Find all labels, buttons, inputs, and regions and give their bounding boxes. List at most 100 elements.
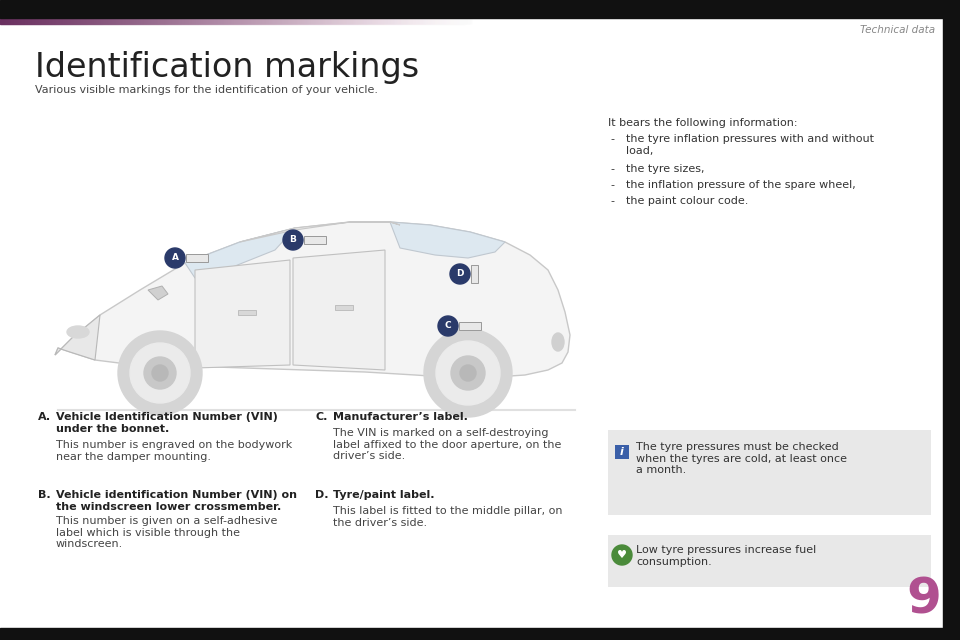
Text: the inflation pressure of the spare wheel,: the inflation pressure of the spare whee… xyxy=(626,180,855,190)
Bar xyxy=(0,18,1,24)
Bar xyxy=(21,18,22,24)
Bar xyxy=(138,18,139,24)
Bar xyxy=(187,18,188,24)
Bar xyxy=(254,18,255,24)
Bar xyxy=(173,18,174,24)
Bar xyxy=(170,18,171,24)
Bar xyxy=(315,18,316,24)
Bar xyxy=(28,18,29,24)
Bar xyxy=(258,18,259,24)
Bar xyxy=(96,18,97,24)
Bar xyxy=(161,18,162,24)
Bar xyxy=(7,18,8,24)
Bar xyxy=(414,18,415,24)
Bar xyxy=(31,18,32,24)
Bar xyxy=(203,18,204,24)
Bar xyxy=(17,18,18,24)
Bar xyxy=(4,18,5,24)
Bar xyxy=(230,18,231,24)
Bar xyxy=(128,18,129,24)
Bar xyxy=(390,18,391,24)
Bar xyxy=(282,18,283,24)
Bar xyxy=(105,18,106,24)
Bar xyxy=(106,18,107,24)
Text: Vehicle Identification Number (VIN)
under the bonnet.: Vehicle Identification Number (VIN) unde… xyxy=(56,412,277,434)
Bar xyxy=(467,18,468,24)
Bar xyxy=(368,18,369,24)
Bar xyxy=(43,18,44,24)
Bar xyxy=(444,18,445,24)
Bar xyxy=(270,18,271,24)
Bar xyxy=(66,18,67,24)
Bar xyxy=(104,18,105,24)
Bar xyxy=(248,18,249,24)
Bar xyxy=(95,18,96,24)
Bar xyxy=(461,18,462,24)
Bar xyxy=(166,18,167,24)
Bar xyxy=(178,18,179,24)
Bar xyxy=(50,18,51,24)
Bar xyxy=(56,18,57,24)
Bar xyxy=(57,18,58,24)
Bar xyxy=(205,18,206,24)
Polygon shape xyxy=(148,286,168,300)
Bar xyxy=(48,18,49,24)
Text: The VIN is marked on a self-destroying
label affixed to the door aperture, on th: The VIN is marked on a self-destroying l… xyxy=(333,428,562,461)
Bar xyxy=(462,18,463,24)
Bar xyxy=(242,18,243,24)
Bar xyxy=(344,18,345,24)
Bar xyxy=(40,18,41,24)
Bar xyxy=(150,18,151,24)
Bar xyxy=(62,18,63,24)
Bar xyxy=(318,18,319,24)
Bar xyxy=(314,18,315,24)
Text: Low tyre pressures increase fuel
consumption.: Low tyre pressures increase fuel consump… xyxy=(636,545,816,566)
Bar xyxy=(266,18,267,24)
Bar xyxy=(395,18,396,24)
Bar xyxy=(186,18,187,24)
Text: 9: 9 xyxy=(906,576,942,624)
Bar xyxy=(339,18,340,24)
Bar xyxy=(30,18,31,24)
Bar xyxy=(388,18,389,24)
Bar xyxy=(246,18,247,24)
Bar xyxy=(216,18,217,24)
Bar xyxy=(333,18,334,24)
Bar xyxy=(469,18,470,24)
Bar xyxy=(379,18,380,24)
Bar xyxy=(211,18,212,24)
Bar xyxy=(94,18,95,24)
Bar xyxy=(353,18,354,24)
Text: Technical data: Technical data xyxy=(860,25,935,35)
Bar xyxy=(306,18,307,24)
Bar xyxy=(272,18,273,24)
Bar xyxy=(86,18,87,24)
Bar xyxy=(76,18,77,24)
Bar xyxy=(59,18,60,24)
Bar xyxy=(188,18,189,24)
Text: This number is engraved on the bodywork
near the damper mounting.: This number is engraved on the bodywork … xyxy=(56,440,292,461)
Text: Vehicle identification Number (VIN) on
the windscreen lower crossmember.: Vehicle identification Number (VIN) on t… xyxy=(56,490,297,511)
Bar xyxy=(233,18,234,24)
Circle shape xyxy=(165,248,185,268)
Bar xyxy=(325,18,326,24)
Bar xyxy=(14,18,15,24)
Bar xyxy=(16,18,17,24)
Bar xyxy=(324,18,325,24)
Bar xyxy=(85,18,86,24)
Text: Tyre/paint label.: Tyre/paint label. xyxy=(333,490,435,500)
Bar xyxy=(425,18,426,24)
Bar xyxy=(130,18,131,24)
Text: -: - xyxy=(610,180,614,190)
Bar xyxy=(220,18,221,24)
Bar xyxy=(148,18,149,24)
Text: -: - xyxy=(610,134,614,144)
Bar xyxy=(52,18,53,24)
Circle shape xyxy=(152,365,168,381)
Bar xyxy=(181,18,182,24)
Bar xyxy=(221,18,222,24)
Bar xyxy=(322,18,323,24)
Bar xyxy=(123,18,124,24)
Bar xyxy=(406,18,407,24)
Bar xyxy=(413,18,414,24)
